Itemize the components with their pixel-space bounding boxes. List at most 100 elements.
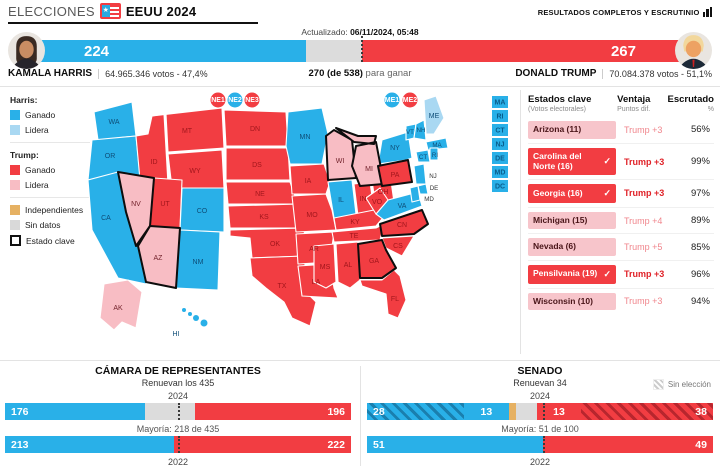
- house-title: CÁMARA DE REPRESENTANTES: [95, 365, 261, 377]
- bar-segment-dem: 13: [463, 403, 509, 420]
- svg-text:DE: DE: [430, 185, 439, 192]
- state-FL[interactable]: [359, 269, 407, 319]
- district-NE3[interactable]: NE3: [243, 91, 261, 109]
- senate-panel: SENADO Renuevan 34 Sin elección 2024 28 1…: [367, 365, 713, 467]
- counted-pct: 99%: [690, 156, 710, 168]
- legend-harris-title: Harris:: [10, 95, 38, 105]
- state-MT[interactable]: [151, 107, 225, 153]
- site-brand: ELECCIONES ★ EEUU 2024: [8, 3, 259, 24]
- key-states-header: Estados clave (Votos electorales) Ventaja…: [528, 94, 714, 113]
- state-CO[interactable]: [179, 187, 225, 233]
- state-NE[interactable]: [225, 181, 299, 205]
- state-NM[interactable]: [175, 229, 221, 291]
- house-bar-2022: 213 222: [5, 436, 351, 453]
- state-AL[interactable]: [335, 241, 361, 289]
- state-RI[interactable]: [429, 147, 439, 161]
- coast-square-NJ[interactable]: [492, 138, 508, 150]
- state-HI[interactable]: [182, 308, 208, 327]
- key-state-row: Wisconsin (10) Trump +3 94%: [528, 287, 714, 315]
- state-GA[interactable]: [357, 239, 397, 279]
- trump-caption: DONALD TRUMP 70.084.378 votos - 51,1%: [515, 68, 712, 79]
- no-election-swatch: [652, 379, 664, 390]
- state-KY[interactable]: [333, 209, 387, 231]
- trump-photo: [675, 32, 712, 69]
- state-AZ[interactable]: [137, 225, 181, 289]
- state-MD[interactable]: [409, 185, 421, 203]
- house-panel: CÁMARA DE REPRESENTANTES Renuevan los 43…: [5, 365, 351, 467]
- state-NH[interactable]: [413, 119, 427, 141]
- coast-square-CT[interactable]: [492, 124, 508, 136]
- harris-votes: 64.965.346 votos - 47,4%: [105, 68, 208, 79]
- full-results-link[interactable]: RESULTADOS COMPLETOS Y ESCRUTINIO: [538, 7, 712, 17]
- state-MN[interactable]: [285, 107, 329, 165]
- independents-swatch: [10, 205, 20, 215]
- us-map[interactable]: WA OR CA NV ID MT WY UT AZ NM CO DN DS N…: [88, 88, 512, 356]
- bar-segment-dem: 176: [5, 403, 145, 420]
- bar-segment-dem: 213: [5, 436, 175, 453]
- district-ME2[interactable]: ME2: [401, 91, 419, 109]
- coast-square-DE[interactable]: [492, 152, 508, 164]
- district-ME1[interactable]: ME1: [383, 91, 401, 109]
- senate-bar-2024: 28 13 13 38: [367, 403, 713, 420]
- coast-square-DC[interactable]: [492, 180, 508, 192]
- page-title: EEUU 2024: [125, 3, 197, 19]
- harris-lead-swatch: [10, 125, 20, 135]
- state-ND[interactable]: [223, 109, 289, 147]
- state-CT[interactable]: [415, 149, 431, 163]
- state-PA[interactable]: [377, 159, 413, 187]
- state-MO[interactable]: [291, 193, 337, 233]
- house-year-2022: 2022: [167, 457, 189, 467]
- bar-segment-und: [144, 403, 196, 420]
- check-icon: ✓: [603, 269, 611, 280]
- bar-segment-demh: 28: [367, 403, 464, 420]
- coast-square-RI[interactable]: [492, 110, 508, 122]
- electoral-votes-bar: 224 267: [38, 36, 682, 62]
- state-MA[interactable]: [425, 137, 449, 151]
- state-MI[interactable]: [335, 127, 385, 187]
- divider: [520, 90, 521, 354]
- state-NC[interactable]: [379, 209, 429, 237]
- states-layer: [88, 95, 449, 331]
- state-ID[interactable]: [135, 113, 169, 185]
- legend-trump-lead: Lidera: [10, 180, 90, 190]
- state-IA[interactable]: [289, 163, 331, 195]
- state-AK[interactable]: [99, 279, 143, 331]
- no-election-legend: Sin elección: [652, 379, 711, 390]
- trump-won-swatch: [10, 165, 20, 175]
- state-WA[interactable]: [93, 101, 137, 141]
- senate-year-2022: 2022: [529, 457, 551, 467]
- coast-square-MA[interactable]: [492, 96, 508, 108]
- state-WV[interactable]: [365, 187, 389, 215]
- state-chip: Wisconsin (10): [528, 292, 616, 311]
- bar-segment-reph: 38: [581, 403, 713, 420]
- bar-segment-dem: 224: [38, 40, 307, 62]
- key-state-row: Michigan (15) Trump +4 89%: [528, 206, 714, 234]
- coast-square-MD[interactable]: [492, 166, 508, 178]
- senate-subtitle: Renuevan 34: [513, 378, 567, 388]
- key-state-row: Nevada (6) Trump +5 85%: [528, 233, 714, 260]
- legend-harris-won: Ganado: [10, 110, 90, 120]
- divider: [0, 86, 720, 87]
- bar-segment-dem: 51: [367, 436, 544, 453]
- legend-harris-lead: Lidera: [10, 125, 90, 135]
- state-KS[interactable]: [227, 203, 303, 229]
- state-OK[interactable]: [229, 227, 307, 259]
- state-UT[interactable]: [149, 177, 183, 229]
- bar-segment-rep: 267: [362, 40, 682, 62]
- state-DE[interactable]: [417, 183, 429, 195]
- majority-line: [543, 436, 546, 453]
- state-NJ[interactable]: [413, 163, 427, 185]
- state-chip: Georgia (16) ✓: [528, 184, 616, 203]
- counted-pct: 56%: [690, 124, 710, 136]
- counted-pct: 96%: [690, 268, 710, 280]
- state-MS[interactable]: [313, 243, 337, 289]
- state-chip: Nevada (6): [528, 238, 616, 257]
- svg-text:MD: MD: [424, 196, 434, 203]
- key-state-row: Georgia (16) ✓ Trump +3 97%: [528, 179, 714, 206]
- senate-bar-2022: 51 49: [367, 436, 713, 453]
- district-NE2[interactable]: NE2: [226, 91, 244, 109]
- state-SD[interactable]: [225, 147, 291, 181]
- district-NE1[interactable]: NE1: [209, 91, 227, 109]
- state-ME[interactable]: [423, 95, 445, 135]
